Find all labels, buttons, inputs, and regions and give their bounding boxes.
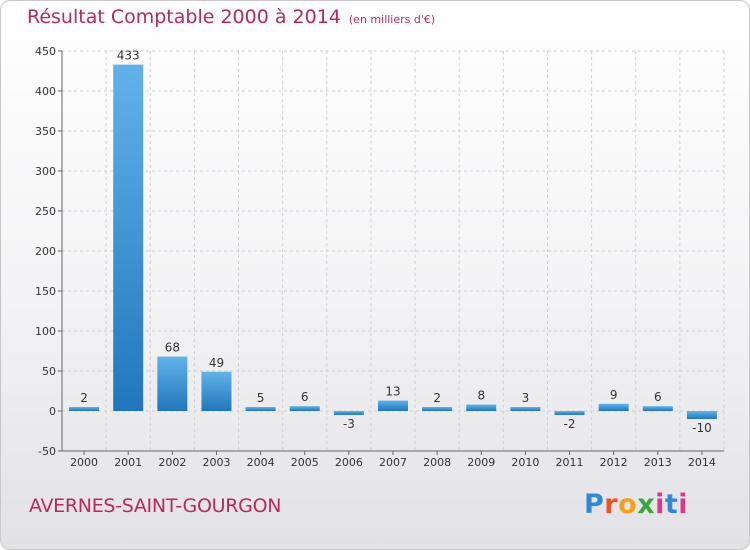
commune-name: AVERNES-SAINT-GOURGON [29,495,282,517]
y-tick-label: 450 [35,45,56,58]
bar-value-label: 49 [209,356,224,370]
bar-value-label: 6 [654,390,662,404]
x-tick-label: 2012 [600,456,628,469]
bar-value-label: -10 [692,421,712,435]
x-tick-label: 2011 [556,456,584,469]
logo-letter: t [664,489,679,520]
x-tick-label: 2007 [379,456,407,469]
x-tick-label: 2006 [335,456,363,469]
logo-letter: o [618,489,638,520]
logo-letter: r [604,489,619,520]
bar-value-label: 2 [433,391,441,405]
y-tick-label: 100 [35,325,56,338]
x-tick-label: 2013 [644,456,672,469]
bar [113,64,144,411]
bar [686,411,717,419]
bar-value-label: 5 [257,391,265,405]
chart-title-unit: (en milliers d'€) [348,13,436,26]
x-tick-label: 2002 [158,456,186,469]
bar-value-label: -2 [564,417,576,431]
proxiti-logo: Proxiti [584,489,688,520]
x-tick-label: 2000 [70,456,98,469]
x-tick-label: 2003 [202,456,230,469]
y-tick-label: 0 [49,405,56,418]
bar [466,404,497,411]
x-tick-label: 2010 [511,456,539,469]
logo-letter: i [655,489,665,520]
bar [289,406,320,411]
bar [245,407,276,411]
x-tick-label: 2014 [688,456,716,469]
bar-value-label: 13 [385,385,400,399]
x-tick-label: 2001 [114,456,142,469]
axes: -50 0 50 100 150 200 250 300 350 400 450 2000 2001 20… [35,45,724,469]
bar-value-label: 68 [165,341,180,355]
bar [642,406,673,411]
y-tick-label: 150 [35,285,56,298]
bar [333,411,364,415]
y-tick-label: -50 [38,445,56,458]
bar [69,407,100,411]
bar [201,371,232,411]
x-tick-label: 2004 [247,456,275,469]
x-tick-label: 2009 [467,456,495,469]
logo-letter: P [584,489,605,520]
bar [598,403,629,411]
y-tick-label: 200 [35,245,56,258]
value-labels: 2 433 68 49 5 6 -3 13 2 8 3 -2 9 6 -10 [80,49,711,435]
bar [157,356,188,411]
bar [554,411,585,415]
chart-title: Résultat Comptable 2000 à 2014 (en millie… [27,6,435,28]
y-tick-label: 400 [35,85,56,98]
y-tick-label: 300 [35,165,56,178]
y-tick-label: 350 [35,125,56,138]
bar-value-label: 3 [522,391,530,405]
bar-value-label: 433 [117,49,140,63]
bar-value-label: 8 [477,389,485,403]
chart-title-main: Résultat Comptable 2000 à 2014 [27,6,341,28]
logo-letter: x [637,489,656,520]
bar-value-label: 6 [301,390,309,404]
bars [69,64,717,419]
bar [510,407,541,411]
y-tick-label: 50 [42,365,56,378]
logo-letter: i [678,489,689,520]
x-tick-label: 2008 [423,456,451,469]
bar [422,407,453,411]
bar-value-label: 9 [610,388,618,402]
bar-value-label: 2 [80,391,88,405]
bar-value-label: -3 [343,417,355,431]
bar [378,400,408,411]
y-tick-label: 250 [35,205,56,218]
x-tick-label: 2005 [291,456,319,469]
